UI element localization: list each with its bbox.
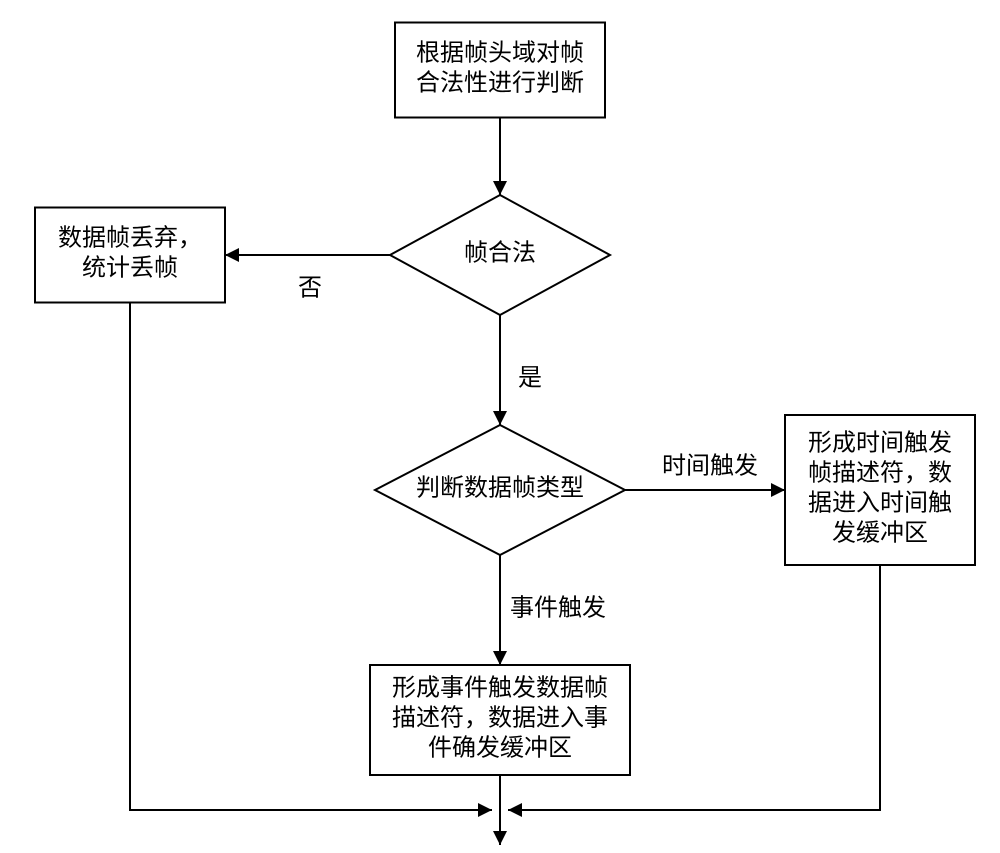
node-n_time-line-1: 帧描述符，数	[808, 460, 952, 487]
node-n_d1: 帧合法	[390, 195, 610, 315]
node-n_discard-line-0: 数据帧丢弃，	[58, 225, 202, 252]
node-n_event: 形成事件触发数据帧描述符，数据进入事件确发缓冲区	[370, 665, 630, 775]
node-n_discard: 数据帧丢弃， 统计丢帧	[35, 208, 225, 303]
edge-label-n_d1-n_discard: 否	[298, 276, 322, 302]
node-n_top-line-0: 根据帧头域对帧	[416, 40, 584, 67]
node-n_top: 根据帧头域对帧合法性进行判断	[395, 23, 605, 118]
node-n_d1-line-0: 帧合法	[464, 240, 536, 267]
node-n_top-line-1: 合法性进行判断	[416, 70, 584, 97]
node-n_d2: 判断数据帧类型	[375, 425, 625, 555]
edge-label-n_d2-n_event: 事件触发	[510, 595, 606, 622]
node-n_discard-line-1: 统计丢帧	[82, 255, 178, 282]
node-n_event-line-0: 形成事件触发数据帧	[392, 675, 608, 702]
node-n_time-line-3: 发缓冲区	[832, 520, 928, 547]
node-n_d2-line-0: 判断数据帧类型	[416, 475, 584, 502]
node-n_time-line-0: 形成时间触发	[808, 430, 952, 457]
node-n_time-line-2: 据进入时间触	[808, 490, 952, 517]
node-n_event-line-2: 件确发缓冲区	[428, 735, 572, 762]
edge-label-n_d2-n_time: 时间触发	[662, 453, 758, 480]
node-n_time: 形成时间触发帧描述符，数据进入时间触发缓冲区	[785, 415, 975, 565]
flowchart-canvas: 否是时间触发事件触发根据帧头域对帧合法性进行判断帧合法数据帧丢弃，统计丢帧判断数…	[0, 0, 1000, 853]
node-n_event-line-1: 描述符，数据进入事	[392, 705, 608, 732]
edge-label-n_d1-n_d2: 是	[518, 366, 542, 392]
